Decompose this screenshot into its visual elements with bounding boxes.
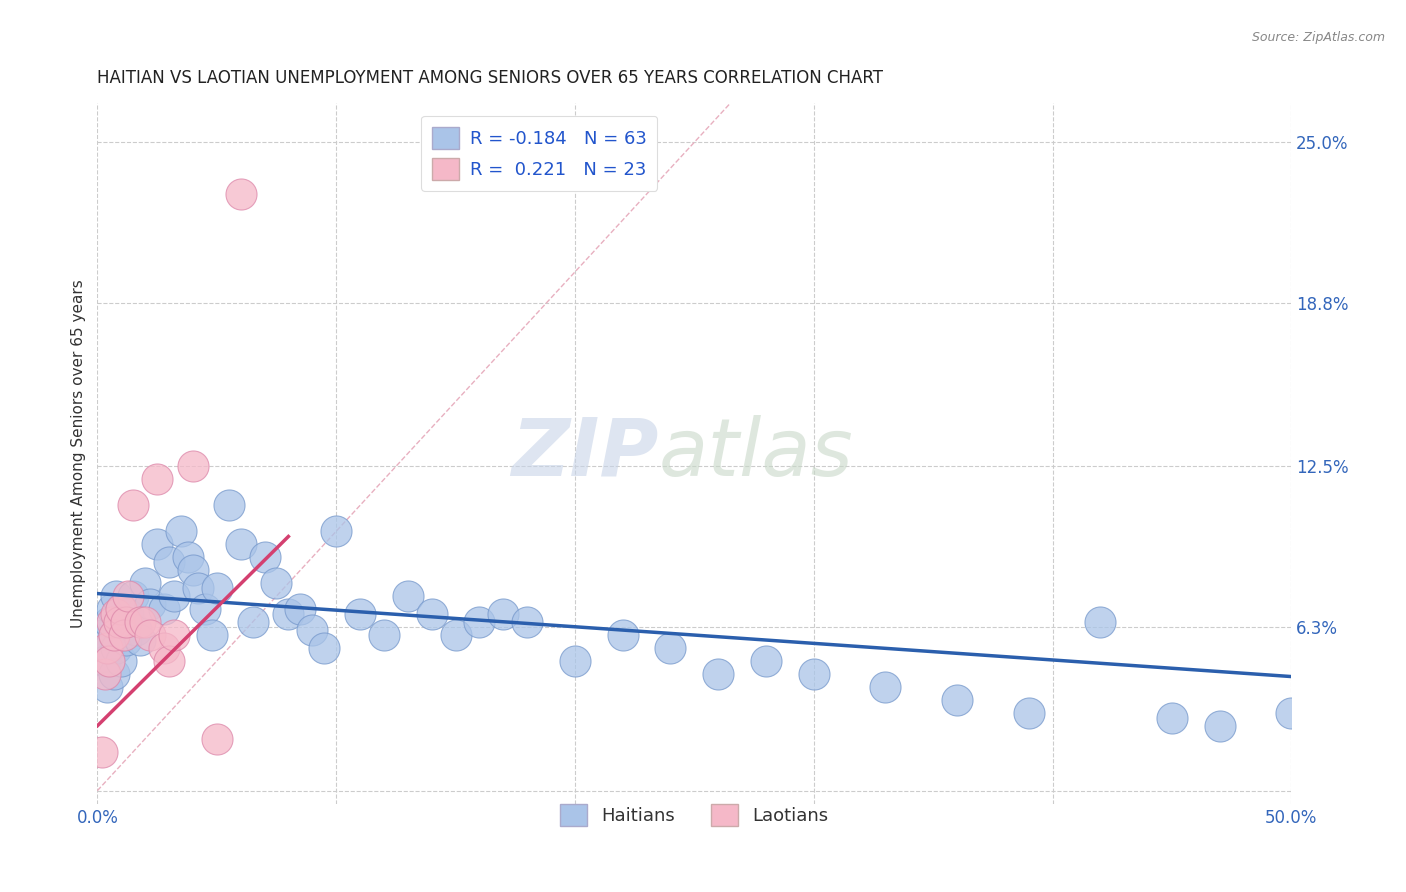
Point — [129, 615, 152, 629]
Point — [170, 524, 193, 539]
Point — [139, 597, 162, 611]
Point — [373, 628, 395, 642]
Point — [707, 667, 730, 681]
Point — [110, 602, 132, 616]
Point — [122, 499, 145, 513]
Point — [153, 640, 176, 655]
Point — [146, 537, 169, 551]
Point — [1208, 719, 1230, 733]
Point — [110, 654, 132, 668]
Point — [177, 550, 200, 565]
Point — [205, 582, 228, 596]
Point — [396, 589, 419, 603]
Point — [420, 607, 443, 622]
Text: Source: ZipAtlas.com: Source: ZipAtlas.com — [1251, 31, 1385, 45]
Point — [468, 615, 491, 629]
Point — [875, 680, 897, 694]
Point — [96, 640, 118, 655]
Point — [122, 589, 145, 603]
Point — [105, 640, 128, 655]
Point — [946, 693, 969, 707]
Text: HAITIAN VS LAOTIAN UNEMPLOYMENT AMONG SENIORS OVER 65 YEARS CORRELATION CHART: HAITIAN VS LAOTIAN UNEMPLOYMENT AMONG SE… — [97, 69, 883, 87]
Point — [91, 745, 114, 759]
Point — [98, 640, 121, 655]
Point — [349, 607, 371, 622]
Text: atlas: atlas — [658, 415, 853, 492]
Point — [112, 628, 135, 642]
Point — [201, 628, 224, 642]
Point — [110, 602, 132, 616]
Point — [492, 607, 515, 622]
Point — [96, 680, 118, 694]
Point — [314, 640, 336, 655]
Point — [1090, 615, 1112, 629]
Point — [108, 615, 131, 629]
Point — [516, 615, 538, 629]
Point — [124, 623, 146, 637]
Point — [105, 607, 128, 622]
Point — [194, 602, 217, 616]
Point — [187, 582, 209, 596]
Point — [108, 615, 131, 629]
Point — [803, 667, 825, 681]
Point — [146, 472, 169, 486]
Point — [117, 607, 139, 622]
Point — [301, 623, 323, 637]
Point — [98, 615, 121, 629]
Point — [612, 628, 634, 642]
Point — [181, 459, 204, 474]
Point — [112, 628, 135, 642]
Point — [181, 563, 204, 577]
Point — [98, 654, 121, 668]
Point — [242, 615, 264, 629]
Point — [290, 602, 312, 616]
Point — [755, 654, 778, 668]
Point — [91, 628, 114, 642]
Point — [153, 602, 176, 616]
Point — [277, 607, 299, 622]
Point — [93, 667, 115, 681]
Point — [115, 633, 138, 648]
Point — [103, 628, 125, 642]
Text: ZIP: ZIP — [512, 415, 658, 492]
Point — [105, 589, 128, 603]
Point — [1279, 706, 1302, 720]
Point — [129, 633, 152, 648]
Point — [229, 537, 252, 551]
Point — [659, 640, 682, 655]
Point — [115, 615, 138, 629]
Point — [103, 628, 125, 642]
Point — [100, 602, 122, 616]
Point — [564, 654, 586, 668]
Point — [1161, 711, 1184, 725]
Point — [134, 576, 156, 591]
Point — [253, 550, 276, 565]
Point — [103, 667, 125, 681]
Point — [117, 589, 139, 603]
Point — [266, 576, 288, 591]
Point — [139, 628, 162, 642]
Point — [93, 654, 115, 668]
Y-axis label: Unemployment Among Seniors over 65 years: Unemployment Among Seniors over 65 years — [72, 279, 86, 628]
Point — [229, 187, 252, 202]
Point — [100, 615, 122, 629]
Point — [218, 499, 240, 513]
Point — [134, 615, 156, 629]
Point — [444, 628, 467, 642]
Point — [1018, 706, 1040, 720]
Point — [157, 556, 180, 570]
Point — [157, 654, 180, 668]
Point — [325, 524, 347, 539]
Point — [163, 628, 186, 642]
Point — [163, 589, 186, 603]
Point — [205, 731, 228, 746]
Legend: Haitians, Laotians: Haitians, Laotians — [553, 797, 837, 833]
